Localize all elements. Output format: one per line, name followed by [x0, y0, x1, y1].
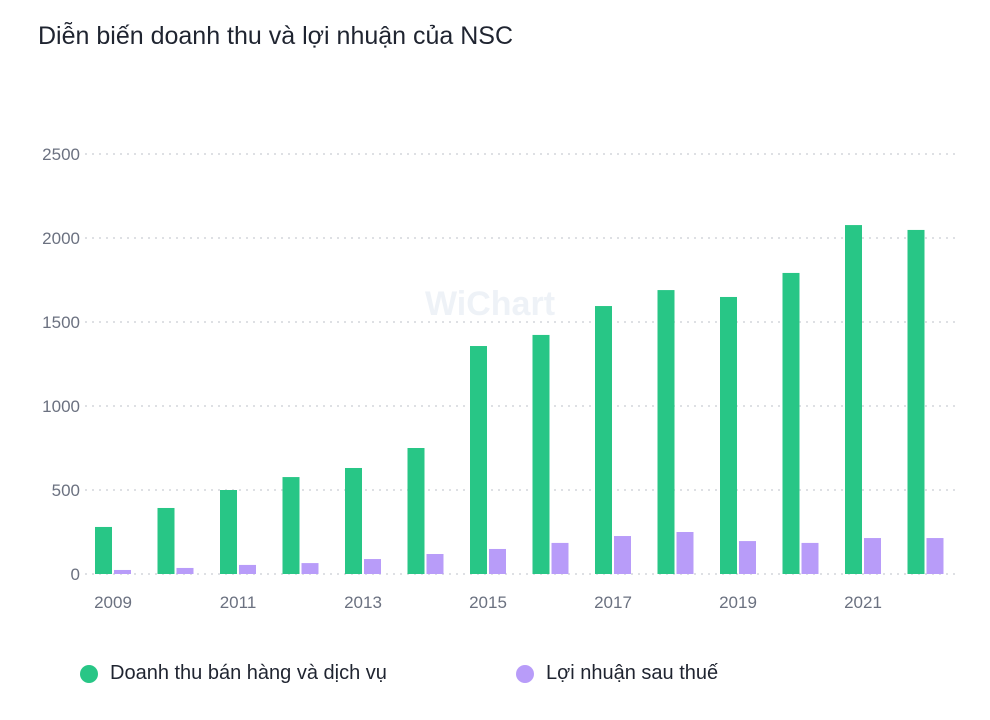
bar-revenue-2011	[220, 490, 237, 574]
legend-marker-profit	[516, 664, 534, 683]
y-tick-label: 2000	[42, 229, 80, 248]
bar-revenue-2009	[95, 526, 112, 574]
bar-revenue-2010	[157, 507, 175, 574]
bar-profit-2020	[801, 542, 819, 574]
y-tick-label: 500	[52, 481, 80, 500]
bar-revenue-2016	[532, 334, 550, 574]
legend-marker-revenue	[80, 664, 98, 683]
bar-profit-2012	[301, 563, 319, 574]
legend-label-revenue: Doanh thu bán hàng và dịch vụ	[110, 662, 387, 684]
x-tick-label: 2011	[220, 593, 257, 612]
bar-revenue-2019	[720, 296, 737, 574]
bar-revenue-2012	[282, 477, 300, 574]
y-tick-label: 2500	[42, 145, 80, 164]
bar-profit-2014	[426, 554, 444, 574]
bar-profit-2009	[114, 569, 131, 574]
x-tick-label: 2013	[344, 593, 382, 612]
bar-profit-2013	[364, 559, 381, 574]
bar-revenue-2013	[345, 467, 362, 574]
bar-revenue-2015	[470, 346, 487, 574]
y-tick-label: 1000	[42, 397, 80, 416]
bar-revenue-2022	[907, 229, 925, 574]
x-tick-label: 2017	[594, 593, 632, 612]
legend-label-profit: Lợi nhuận sau thuế	[546, 662, 719, 684]
bar-profit-2017	[614, 536, 631, 574]
bar-profit-2010	[176, 567, 194, 574]
bar-profit-2016	[551, 542, 569, 574]
x-tick-label: 2015	[469, 593, 507, 612]
bar-profit-2021	[864, 538, 881, 574]
bar-profit-2022	[926, 538, 944, 574]
y-tick-label: 0	[71, 565, 80, 584]
bar-profit-2015	[489, 548, 506, 574]
bar-revenue-2020	[782, 272, 800, 574]
bar-profit-2011	[239, 564, 256, 574]
bar-profit-2019	[739, 541, 756, 574]
legend-item-revenue[interactable]: Doanh thu bán hàng và dịch vụ	[80, 662, 387, 685]
x-tick-label: 2009	[94, 593, 132, 612]
bar-profit-2018	[676, 532, 694, 574]
bar-revenue-2017	[595, 306, 612, 574]
y-tick-label: 1500	[42, 313, 80, 332]
chart-title: Diễn biến doanh thu và lợi nhuận của NSC	[38, 22, 514, 50]
x-tick-label: 2019	[719, 593, 757, 612]
bar-revenue-2014	[407, 448, 425, 574]
legend-item-profit[interactable]: Lợi nhuận sau thuế	[516, 662, 718, 685]
bar-revenue-2021	[845, 225, 862, 574]
bar-revenue-2018	[657, 290, 675, 574]
x-tick-label: 2021	[844, 593, 882, 612]
watermark-logo: WiChart	[425, 285, 556, 323]
